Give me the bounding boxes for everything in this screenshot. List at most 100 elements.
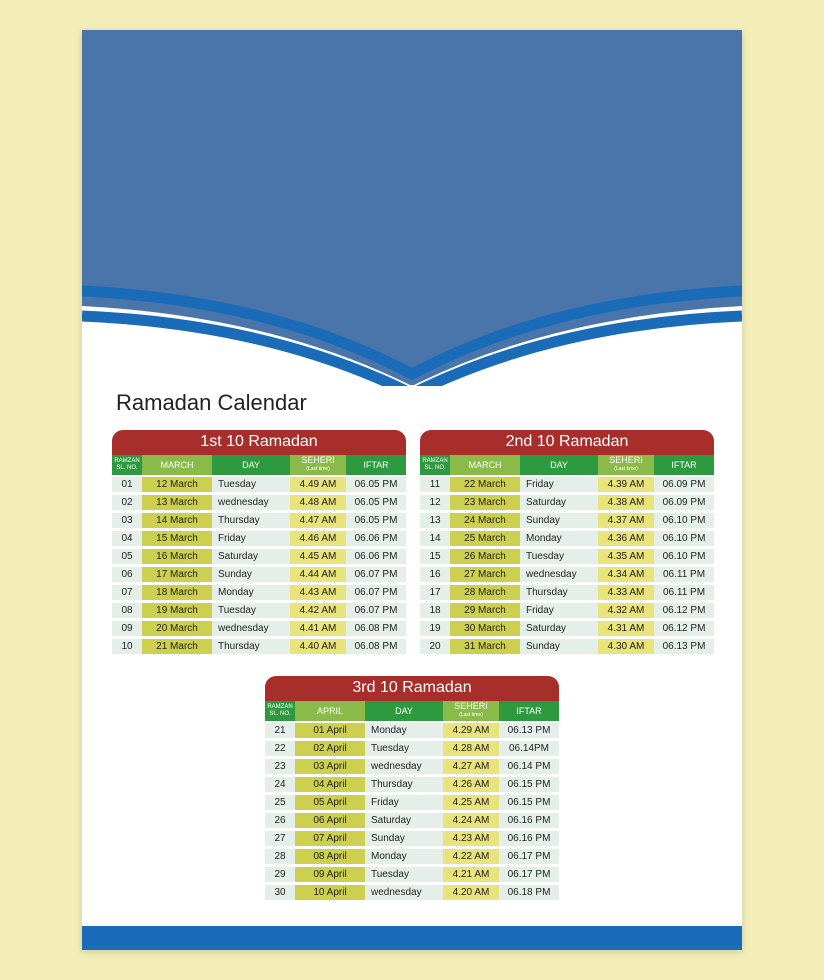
cell-day: Monday: [520, 531, 598, 546]
cell-day: Monday: [365, 723, 443, 738]
head-seheri: SEHERI(Last time): [290, 455, 346, 475]
cell-day: Monday: [212, 585, 290, 600]
cell-slno: 17: [420, 585, 450, 600]
calendar-page: Ramadan Calendar 1st 10 RamadanRAMZANSL.…: [82, 30, 742, 950]
cell-day: Saturday: [520, 495, 598, 510]
cell-seheri: 4.30 AM: [598, 639, 654, 654]
cell-seheri: 4.46 AM: [290, 531, 346, 546]
cell-seheri: 4.40 AM: [290, 639, 346, 654]
cell-day: Sunday: [520, 639, 598, 654]
cell-slno: 04: [112, 531, 142, 546]
cell-seheri: 4.43 AM: [290, 585, 346, 600]
tables-bottom-row: 3rd 10 RamadanRAMZANSL. NO.APRILDAYSEHER…: [265, 676, 559, 901]
cell-date: 04 April: [295, 777, 365, 792]
table-row: 1021 MarchThursday4.40 AM06.08 PM: [112, 637, 406, 655]
block-header: RAMZANSL. NO.APRILDAYSEHERI(Last time)IF…: [265, 701, 559, 721]
table-row: 1728 MarchThursday4.33 AM06.11 PM: [420, 583, 714, 601]
cell-seheri: 4.24 AM: [443, 813, 499, 828]
head-seheri: SEHERI(Last time): [443, 701, 499, 721]
table-row: 1425 MarchMonday4.36 AM06.10 PM: [420, 529, 714, 547]
cell-iftar: 06.05 PM: [346, 513, 406, 528]
block-rows: 2101 AprilMonday4.29 AM06.13 PM2202 Apri…: [265, 721, 559, 901]
cell-seheri: 4.31 AM: [598, 621, 654, 636]
footer-left: [82, 926, 412, 950]
cell-date: 28 March: [450, 585, 520, 600]
cell-date: 12 March: [142, 477, 212, 492]
tables-top-row: 1st 10 RamadanRAMZANSL. NO.MARCHDAYSEHER…: [112, 430, 712, 655]
cell-day: Monday: [365, 849, 443, 864]
head-slno: RAMZANSL. NO.: [112, 455, 142, 475]
cell-day: Tuesday: [212, 477, 290, 492]
table-row: 0920 Marchwednesday4.41 AM06.08 PM: [112, 619, 406, 637]
cell-day: Thursday: [520, 585, 598, 600]
cell-slno: 22: [265, 741, 295, 756]
cell-seheri: 4.27 AM: [443, 759, 499, 774]
cell-day: Friday: [520, 477, 598, 492]
cell-date: 31 March: [450, 639, 520, 654]
cell-iftar: 06.05 PM: [346, 477, 406, 492]
table-row: 2031 MarchSunday4.30 AM06.13 PM: [420, 637, 714, 655]
table-row: 0617 MarchSunday4.44 AM06.07 PM: [112, 565, 406, 583]
head-slno: RAMZANSL. NO.: [420, 455, 450, 475]
head-iftar: IFTAR: [654, 455, 714, 475]
cell-date: 16 March: [142, 549, 212, 564]
table-row: 1324 MarchSunday4.37 AM06.10 PM: [420, 511, 714, 529]
table-row: 2606 AprilSaturday4.24 AM06.16 PM: [265, 811, 559, 829]
cell-day: Tuesday: [520, 549, 598, 564]
cell-date: 05 April: [295, 795, 365, 810]
cell-slno: 29: [265, 867, 295, 882]
cell-slno: 19: [420, 621, 450, 636]
table-row: 2404 AprilThursday4.26 AM06.15 PM: [265, 775, 559, 793]
cell-day: wednesday: [365, 885, 443, 900]
footer-strip: [82, 926, 742, 950]
cell-slno: 27: [265, 831, 295, 846]
cell-slno: 16: [420, 567, 450, 582]
head-day: DAY: [520, 455, 598, 475]
cell-slno: 06: [112, 567, 142, 582]
cell-iftar: 06.06 PM: [346, 549, 406, 564]
table-row: 0819 MarchTuesday4.42 AM06.07 PM: [112, 601, 406, 619]
head-month: APRIL: [295, 701, 365, 721]
head-slno: RAMZANSL. NO.: [265, 701, 295, 721]
cell-iftar: 06.12 PM: [654, 621, 714, 636]
cell-day: wednesday: [212, 621, 290, 636]
cell-date: 25 March: [450, 531, 520, 546]
cell-iftar: 06.16 PM: [499, 831, 559, 846]
calendar-block-1: 1st 10 RamadanRAMZANSL. NO.MARCHDAYSEHER…: [112, 430, 406, 655]
cell-date: 09 April: [295, 867, 365, 882]
cell-day: Friday: [212, 531, 290, 546]
cell-iftar: 06.13 PM: [499, 723, 559, 738]
cell-seheri: 4.37 AM: [598, 513, 654, 528]
cell-date: 30 March: [450, 621, 520, 636]
cell-iftar: 06.11 PM: [654, 585, 714, 600]
cell-slno: 28: [265, 849, 295, 864]
cell-slno: 07: [112, 585, 142, 600]
cell-day: wednesday: [212, 495, 290, 510]
page-title: Ramadan Calendar: [116, 390, 307, 416]
cell-seheri: 4.44 AM: [290, 567, 346, 582]
cell-seheri: 4.48 AM: [290, 495, 346, 510]
head-iftar: IFTAR: [499, 701, 559, 721]
footer-right: [412, 926, 742, 950]
block-title: 3rd 10 Ramadan: [265, 676, 559, 701]
cell-iftar: 06.14 PM: [499, 759, 559, 774]
cell-iftar: 06.15 PM: [499, 795, 559, 810]
cell-iftar: 06.08 PM: [346, 621, 406, 636]
cell-slno: 02: [112, 495, 142, 510]
cell-date: 24 March: [450, 513, 520, 528]
cell-iftar: 06.07 PM: [346, 567, 406, 582]
cell-date: 03 April: [295, 759, 365, 774]
cell-iftar: 06.10 PM: [654, 549, 714, 564]
cell-day: Saturday: [520, 621, 598, 636]
cell-date: 29 March: [450, 603, 520, 618]
head-iftar: IFTAR: [346, 455, 406, 475]
cell-slno: 24: [265, 777, 295, 792]
head-day: DAY: [365, 701, 443, 721]
cell-seheri: 4.20 AM: [443, 885, 499, 900]
block-rows: 1122 MarchFriday4.39 AM06.09 PM1223 Marc…: [420, 475, 714, 655]
table-row: 0213 Marchwednesday4.48 AM06.05 PM: [112, 493, 406, 511]
cell-slno: 26: [265, 813, 295, 828]
table-row: 1627 Marchwednesday4.34 AM06.11 PM: [420, 565, 714, 583]
cell-seheri: 4.47 AM: [290, 513, 346, 528]
block-header: RAMZANSL. NO.MARCHDAYSEHERI(Last time)IF…: [420, 455, 714, 475]
